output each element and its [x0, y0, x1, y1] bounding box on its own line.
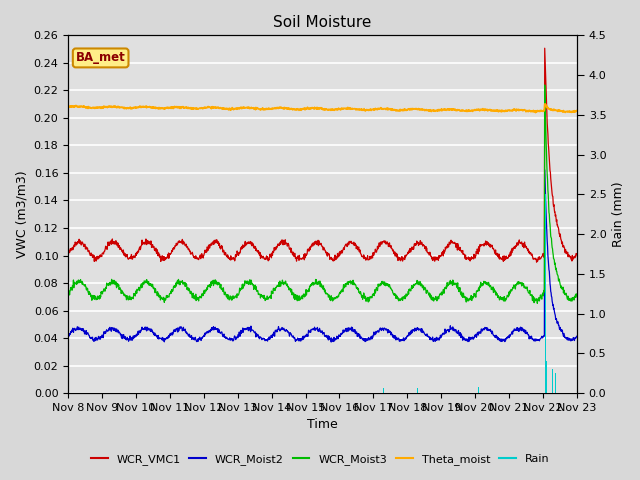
Y-axis label: VWC (m3/m3): VWC (m3/m3): [15, 170, 28, 258]
Text: BA_met: BA_met: [76, 51, 125, 64]
X-axis label: Time: Time: [307, 419, 338, 432]
Title: Soil Moisture: Soil Moisture: [273, 15, 372, 30]
Legend: WCR_VMC1, WCR_Moist2, WCR_Moist3, Theta_moist, Rain: WCR_VMC1, WCR_Moist2, WCR_Moist3, Theta_…: [86, 450, 554, 469]
Y-axis label: Rain (mm): Rain (mm): [612, 181, 625, 247]
